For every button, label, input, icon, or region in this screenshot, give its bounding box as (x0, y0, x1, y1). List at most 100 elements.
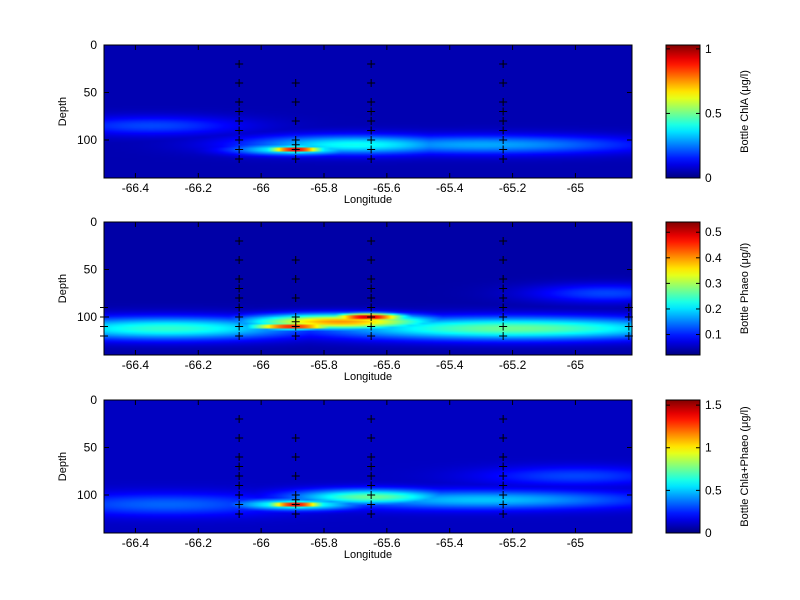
axes-box (103, 399, 633, 534)
sample-marker (235, 155, 244, 163)
sample-marker (235, 472, 244, 480)
sample-marker (499, 136, 508, 144)
sample-marker (235, 79, 244, 87)
sample-marker (367, 107, 376, 116)
y-tick-label: 100 (77, 133, 97, 147)
sample-marker (499, 313, 508, 321)
sample-marker (367, 332, 376, 340)
x-axis-label: Longitude (344, 194, 392, 206)
sample-marker (235, 322, 244, 331)
axes-box (103, 44, 633, 179)
sample-marker (499, 117, 508, 125)
sample-marker (367, 275, 376, 283)
colorbar-tick-label: 0 (705, 171, 712, 185)
x-tick-label: -66.4 (122, 181, 150, 195)
sample-marker (367, 145, 376, 154)
sample-marker (235, 145, 244, 154)
sample-marker (235, 313, 244, 321)
sample-marker (499, 322, 508, 331)
sample-marker (367, 294, 376, 302)
x-tick-label: -66 (252, 536, 270, 550)
sample-marker (100, 332, 108, 340)
sample-marker (367, 462, 376, 471)
sample-marker (499, 453, 508, 461)
sample-marker (367, 79, 376, 87)
sample-marker (367, 136, 376, 144)
colorbar-gradient (665, 221, 701, 356)
sample-marker (235, 491, 244, 499)
sample-marker (291, 155, 300, 163)
sample-marker (499, 481, 508, 490)
sample-marker (499, 510, 508, 518)
sample-marker (235, 98, 244, 106)
sample-marker (291, 434, 300, 442)
sample-marker (367, 472, 376, 480)
x-tick-label: -65.8 (310, 536, 338, 550)
colorbar-label: Bottle ChlA (μg/l) (739, 70, 751, 153)
panel-3: -66.4 -66.2 -66 -65.8 -65.6 -65.4 -65.2 -65 0 50 1… (57, 393, 633, 561)
x-tick-label: -65.6 (373, 536, 401, 550)
x-tick-label: -65.4 (436, 358, 464, 372)
colorbar-label: Bottle Phaeo (μg/l) (739, 243, 751, 334)
panel-1: -66.4 -66.2 -66 -65.8 -65.6 -65.4 -65.2 -65 0 50 1… (57, 38, 633, 206)
colorbar-gradient (665, 399, 701, 534)
x-axis-label: Longitude (344, 549, 392, 561)
y-tick-label: 100 (77, 488, 97, 502)
sample-marker (235, 275, 244, 283)
x-tick-label: -65.8 (310, 181, 338, 195)
x-tick-label: -65.2 (499, 358, 527, 372)
colorbar-tick-label: 0.5 (705, 106, 722, 120)
y-tick-label: 50 (84, 441, 98, 455)
colorbar-tick-label: 1 (705, 441, 712, 455)
sample-marker (291, 145, 300, 154)
sample-marker (499, 60, 508, 68)
x-tick-label: -65.6 (373, 181, 401, 195)
sample-marker (291, 500, 300, 509)
sample-marker (291, 117, 300, 125)
y-axis-label: Depth (57, 97, 69, 126)
sample-marker (367, 510, 376, 518)
sample-marker (499, 145, 508, 154)
sample-marker (291, 472, 300, 480)
x-tick-label: -65.2 (499, 181, 527, 195)
x-tick-label: -66.4 (122, 536, 150, 550)
sample-marker (624, 332, 633, 340)
x-tick-label: -65.2 (499, 536, 527, 550)
sample-marker (499, 472, 508, 480)
x-axis-label: Longitude (344, 371, 392, 383)
x-tick-label: -65.8 (310, 358, 338, 372)
sample-marker (235, 303, 244, 312)
sample-marker (499, 434, 508, 442)
sample-marker (235, 107, 244, 116)
sample-marker (367, 415, 376, 423)
sample-marker (624, 303, 633, 312)
x-tick-label: -66 (252, 358, 270, 372)
x-tick-label: -65 (567, 358, 585, 372)
colorbar-tick-label: 0 (705, 526, 712, 540)
y-axis-label: Depth (57, 452, 69, 481)
sample-marker (367, 237, 376, 245)
sample-marker (367, 453, 376, 461)
sample-marker (235, 510, 244, 518)
x-tick-label: -66 (252, 181, 270, 195)
colorbar-label: Bottle Chla+Phaeo (μg/l) (739, 406, 751, 526)
sample-marker (499, 155, 508, 163)
sample-marker (367, 500, 376, 509)
sample-marker (291, 322, 300, 331)
sample-marker (291, 294, 300, 302)
sample-marker (367, 126, 376, 135)
sample-marker (235, 453, 244, 461)
x-tick-label: -65 (567, 536, 585, 550)
y-tick-label: 50 (84, 86, 98, 100)
sample-marker (100, 313, 108, 321)
colorbar-tick-label: 0.4 (705, 251, 722, 265)
sample-marker (235, 434, 244, 442)
sample-marker (499, 256, 508, 264)
colorbar-tick-label: 1 (705, 42, 712, 56)
x-tick-label: -65.4 (436, 181, 464, 195)
sample-marker (367, 491, 376, 499)
sample-marker (499, 415, 508, 423)
x-tick-label: -66.4 (122, 358, 150, 372)
sample-marker (367, 481, 376, 490)
sample-marker (367, 313, 376, 321)
